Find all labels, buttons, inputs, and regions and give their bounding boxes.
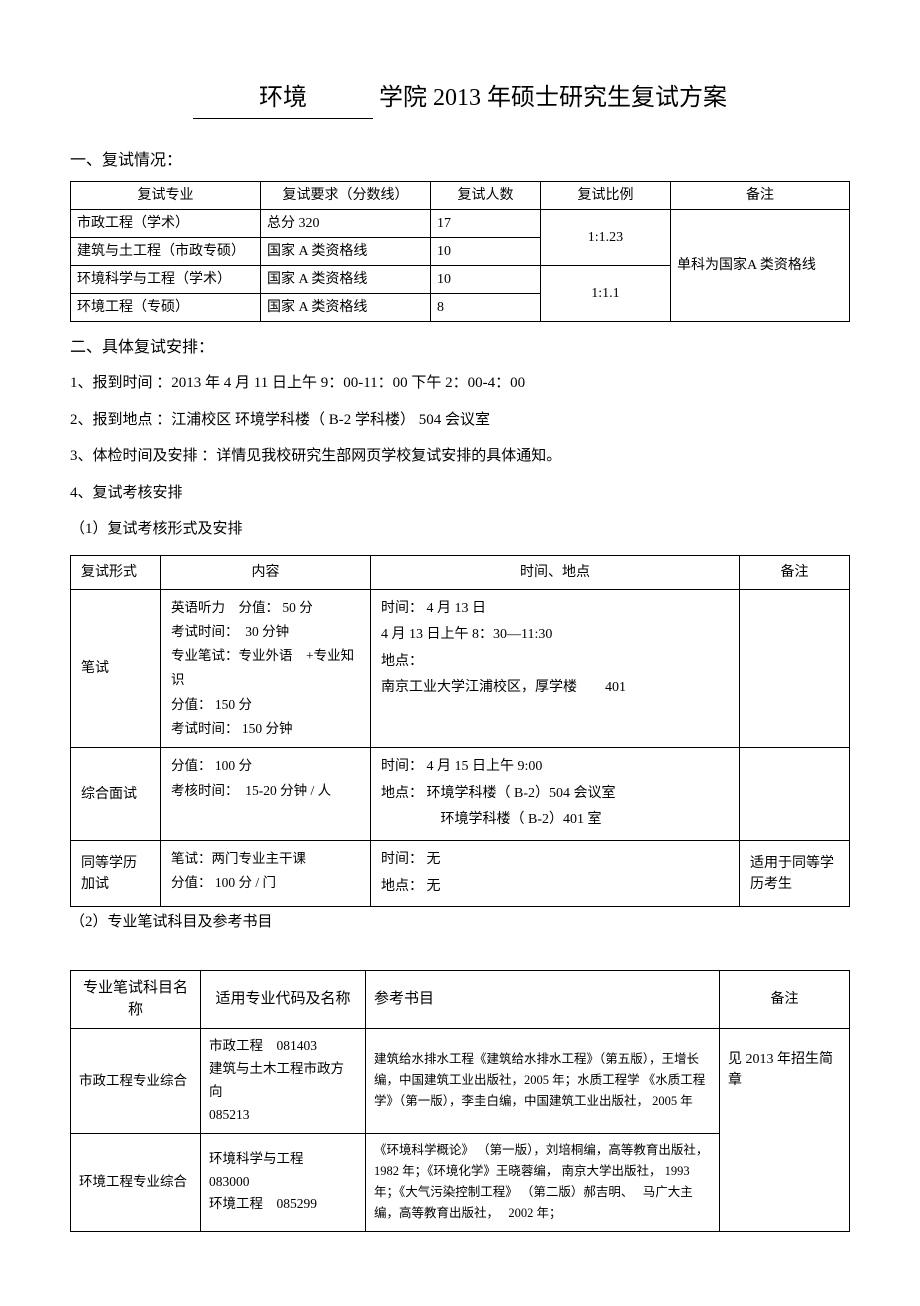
cell-ref: 《环境科学概论》 （第一版），刘培桐编，高等教育出版社， 1982 年；《环境化… xyxy=(366,1133,720,1231)
cell-code: 市政工程 081403 建筑与土木工程市政方向 085213 xyxy=(201,1028,366,1133)
para-checkin-place: 2、报到地点 ：江浦校区 环境学科楼（ B-2 学科楼） 504 会议室 xyxy=(70,409,850,432)
cell-form: 同等学历加试 xyxy=(71,841,161,907)
cell-form: 综合面试 xyxy=(71,748,161,841)
cell-form: 笔试 xyxy=(71,589,161,748)
line: 085213 xyxy=(209,1104,357,1127)
table-row: 笔试 英语听力 分值： 50 分 考试时间： 30 分钟 专业笔试：专业外语 +… xyxy=(71,589,850,748)
cell-timeplace: 时间： 4 月 15 日上午 9:00 地点： 环境学科楼（ B-2）504 会… xyxy=(371,748,740,841)
cell-count: 17 xyxy=(431,210,541,238)
section2-heading: 二、具体复试安排： xyxy=(70,336,850,360)
col-major: 复试专业 xyxy=(71,182,261,210)
cell-ratio: 1:1.1 xyxy=(541,266,671,322)
line: 英语听力 分值： 50 分 xyxy=(171,596,360,620)
line: 环境科学与工程 083000 xyxy=(209,1148,357,1194)
table-row: 复试专业 复试要求（分数线） 复试人数 复试比例 备注 xyxy=(71,182,850,210)
cell-ref: 建筑给水排水工程《建筑给水排水工程》（第五版），王增长编，中国建筑工业出版社，2… xyxy=(366,1028,720,1133)
table-row: 专业笔试科目名称 适用专业代码及名称 参考书目 备注 xyxy=(71,970,850,1028)
cell-content: 分值： 100 分 考核时间： 15-20 分钟 / 人 xyxy=(161,748,371,841)
situation-table: 复试专业 复试要求（分数线） 复试人数 复试比例 备注 市政工程（学术） 总分 … xyxy=(70,181,850,322)
para-physical: 3、体检时间及安排 ：详情见我校研究生部网页学校复试安排的具体通知。 xyxy=(70,445,850,468)
line: 4 月 13 日上午 8：30—11:30 xyxy=(381,622,729,649)
cell-major: 市政工程（学术） xyxy=(71,210,261,238)
line: 地点： 无 xyxy=(381,874,729,901)
cell-timeplace: 时间： 无 地点： 无 xyxy=(371,841,740,907)
cell-code: 环境科学与工程 083000 环境工程 085299 xyxy=(201,1133,366,1231)
line: 地点： 环境学科楼（ B-2）504 会议室 xyxy=(381,781,729,808)
line: 分值： 100 分 / 门 xyxy=(171,871,360,895)
col-ref: 参考书目 xyxy=(366,970,720,1028)
line: 分值： 150 分 xyxy=(171,693,360,717)
line: 考试时间： 30 分钟 xyxy=(171,620,360,644)
cell-req: 国家 A 类资格线 xyxy=(261,294,431,322)
para-exam-arrange: 4、复试考核安排 xyxy=(70,482,850,505)
col-count: 复试人数 xyxy=(431,182,541,210)
col-subject: 专业笔试科目名称 xyxy=(71,970,201,1028)
line: 环境工程 085299 xyxy=(209,1193,357,1216)
cell-req: 国家 A 类资格线 xyxy=(261,266,431,294)
cell-note: 见 2013 年招生简章 xyxy=(720,1028,850,1231)
line: 分值： 100 分 xyxy=(171,754,360,778)
para-sub1: （1）复试考核形式及安排 xyxy=(70,518,850,541)
para-checkin-time: 1、报到时间 ：2013 年 4 月 11 日上午 9：00-11：00 下午 … xyxy=(70,372,850,395)
cell-major: 建筑与土工程（市政专硕） xyxy=(71,238,261,266)
cell-count: 8 xyxy=(431,294,541,322)
cell-note: 适用于同等学历考生 xyxy=(740,841,850,907)
cell-subject: 市政工程专业综合 xyxy=(71,1028,201,1133)
line: 考试时间： 150 分钟 xyxy=(171,717,360,741)
col-timeplace: 时间、地点 xyxy=(371,555,740,589)
table-row: 市政工程（学术） 总分 320 17 1:1.23 单科为国家A 类资格线 xyxy=(71,210,850,238)
line: 时间： 无 xyxy=(381,847,729,874)
line: 时间： 4 月 13 日 xyxy=(381,596,729,623)
exam-arrangement-table: 复试形式 内容 时间、地点 备注 笔试 英语听力 分值： 50 分 考试时间： … xyxy=(70,555,850,908)
cell-content: 英语听力 分值： 50 分 考试时间： 30 分钟 专业笔试：专业外语 +专业知… xyxy=(161,589,371,748)
cell-ratio: 1:1.23 xyxy=(541,210,671,266)
col-form: 复试形式 xyxy=(71,555,161,589)
line: 建筑与土木工程市政方向 xyxy=(209,1058,357,1104)
cell-note: 单科为国家A 类资格线 xyxy=(671,210,850,322)
line: 专业笔试：专业外语 +专业知识 xyxy=(171,644,360,693)
cell-req: 国家 A 类资格线 xyxy=(261,238,431,266)
cell-count: 10 xyxy=(431,238,541,266)
cell-note xyxy=(740,748,850,841)
title-college: 环境 xyxy=(193,80,373,119)
cell-timeplace: 时间： 4 月 13 日 4 月 13 日上午 8：30—11:30 地点： 南… xyxy=(371,589,740,748)
col-ratio: 复试比例 xyxy=(541,182,671,210)
col-content: 内容 xyxy=(161,555,371,589)
cell-major: 环境工程（专硕） xyxy=(71,294,261,322)
line: 地点： xyxy=(381,649,729,676)
para-sub2: （2）专业笔试科目及参考书目 xyxy=(70,911,850,934)
line: 考核时间： 15-20 分钟 / 人 xyxy=(171,779,360,803)
col-code: 适用专业代码及名称 xyxy=(201,970,366,1028)
table-row: 市政工程专业综合 市政工程 081403 建筑与土木工程市政方向 085213 … xyxy=(71,1028,850,1133)
table-row: 综合面试 分值： 100 分 考核时间： 15-20 分钟 / 人 时间： 4 … xyxy=(71,748,850,841)
col-note: 备注 xyxy=(740,555,850,589)
section1-heading: 一、复试情况： xyxy=(70,149,850,173)
line: 市政工程 081403 xyxy=(209,1035,357,1058)
col-note: 备注 xyxy=(720,970,850,1028)
cell-count: 10 xyxy=(431,266,541,294)
title-rest: 学院 2013 年硕士研究生复试方案 xyxy=(379,85,727,111)
page-title: 环境 学院 2013 年硕士研究生复试方案 xyxy=(70,80,850,119)
books-table: 专业笔试科目名称 适用专业代码及名称 参考书目 备注 市政工程专业综合 市政工程… xyxy=(70,970,850,1232)
line: 笔试：两门专业主干课 xyxy=(171,847,360,871)
cell-req: 总分 320 xyxy=(261,210,431,238)
line: 时间： 4 月 15 日上午 9:00 xyxy=(381,754,729,781)
line: 南京工业大学江浦校区，厚学楼 401 xyxy=(381,675,729,702)
cell-note xyxy=(740,589,850,748)
cell-major: 环境科学与工程（学术） xyxy=(71,266,261,294)
table-row: 同等学历加试 笔试：两门专业主干课 分值： 100 分 / 门 时间： 无 地点… xyxy=(71,841,850,907)
cell-subject: 环境工程专业综合 xyxy=(71,1133,201,1231)
cell-content: 笔试：两门专业主干课 分值： 100 分 / 门 xyxy=(161,841,371,907)
table-row: 复试形式 内容 时间、地点 备注 xyxy=(71,555,850,589)
col-note: 备注 xyxy=(671,182,850,210)
col-req: 复试要求（分数线） xyxy=(261,182,431,210)
line: 环境学科楼（ B-2）401 室 xyxy=(381,807,729,834)
